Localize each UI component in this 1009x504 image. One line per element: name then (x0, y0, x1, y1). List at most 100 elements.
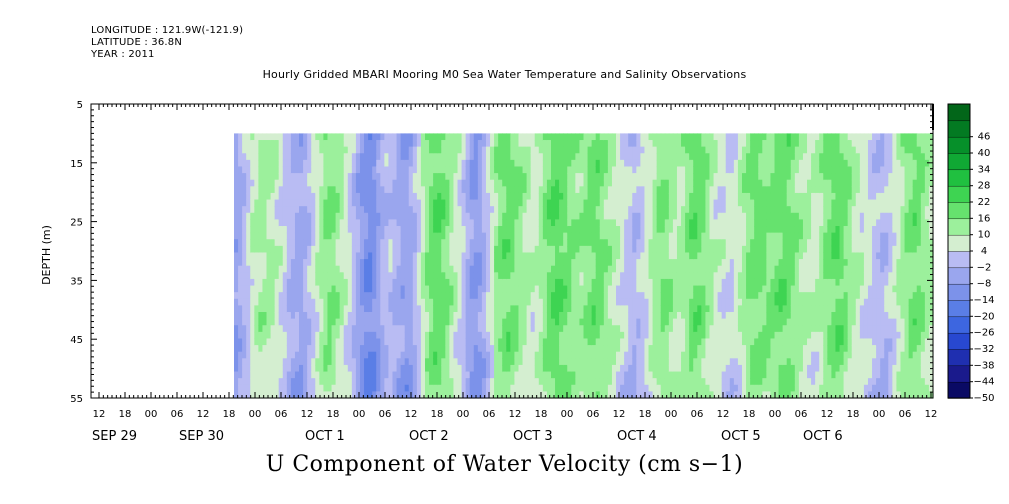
heatmap-cell (506, 146, 511, 154)
heatmap-cell (303, 153, 308, 161)
heatmap-cell (534, 153, 540, 161)
heatmap-cell (384, 312, 390, 320)
heatmap-cell (563, 305, 568, 313)
heatmap-cell (433, 325, 438, 333)
heatmap-cell (282, 252, 288, 260)
heatmap-cell (457, 259, 463, 267)
heatmap-cell (485, 153, 491, 161)
heatmap-cell (254, 292, 259, 300)
heatmap-cell (388, 140, 394, 148)
heatmap-cell (534, 391, 540, 399)
heatmap-cell (550, 312, 556, 320)
heatmap-cell (538, 318, 544, 326)
heatmap-cell (737, 232, 743, 240)
heatmap-cell (327, 265, 333, 273)
heatmap-cell (526, 259, 532, 267)
heatmap-cell (315, 219, 320, 227)
heatmap-cell (681, 298, 686, 306)
heatmap-cell (713, 133, 719, 141)
heatmap-cell (603, 146, 609, 154)
heatmap-cell (595, 358, 601, 366)
heatmap-cell (319, 272, 324, 280)
heatmap-cell (400, 173, 406, 181)
heatmap-cell (628, 345, 633, 353)
heatmap-cell (327, 384, 333, 392)
heatmap-cell (278, 312, 284, 320)
heatmap-cell (278, 298, 284, 306)
heatmap-cell (546, 232, 552, 240)
heatmap-cell (709, 331, 715, 340)
heatmap-cell (372, 278, 377, 287)
heatmap-cell (331, 245, 337, 254)
heatmap-cell (299, 179, 304, 187)
heatmap-cell (441, 364, 446, 373)
heatmap-cell (396, 192, 402, 201)
heatmap-cell (420, 351, 426, 359)
heatmap-cell (392, 351, 398, 359)
heatmap-cell (384, 364, 390, 373)
heatmap-cell (522, 358, 528, 366)
heatmap-cell (469, 305, 475, 313)
heatmap-cell (575, 338, 581, 346)
heatmap-cell (514, 345, 520, 353)
heatmap-cell (550, 219, 556, 227)
heatmap-cell (721, 278, 727, 287)
heatmap-cell (400, 378, 406, 386)
heatmap-cell (534, 166, 540, 174)
heatmap-cell (453, 212, 459, 220)
heatmap-cell (668, 232, 674, 240)
heatmap-cell (607, 179, 613, 187)
heatmap-cell (624, 364, 629, 373)
heatmap-cell (392, 133, 398, 141)
heatmap-cell (457, 239, 463, 247)
heatmap-cell (563, 146, 568, 154)
heatmap-cell (705, 186, 711, 194)
heatmap-cell (632, 186, 637, 194)
heatmap-cell (599, 318, 605, 326)
heatmap-cell (457, 179, 463, 187)
heatmap-cell (689, 166, 694, 174)
heatmap-cell (644, 285, 650, 293)
heatmap-cell (506, 305, 511, 313)
heatmap-cell (546, 285, 552, 293)
heatmap-cell (563, 140, 568, 148)
heatmap-cell (441, 331, 446, 340)
heatmap-cell (351, 312, 357, 320)
heatmap-cell (571, 351, 576, 359)
heatmap-cell (238, 159, 243, 168)
heatmap-cell (567, 331, 572, 340)
heatmap-cell (376, 345, 381, 353)
heatmap-cell (530, 384, 536, 392)
heatmap-cell (270, 338, 276, 346)
heatmap-cell (693, 384, 698, 392)
heatmap-cell (599, 186, 605, 194)
heatmap-cell (311, 252, 316, 260)
heatmap-cell (599, 146, 605, 154)
heatmap-cell (307, 345, 312, 353)
heatmap-cell (502, 173, 507, 181)
heatmap-cell (522, 312, 528, 320)
heatmap-cell (668, 166, 674, 174)
heatmap-cell (307, 305, 312, 313)
heatmap-cell (664, 146, 670, 154)
heatmap-cell (518, 259, 524, 267)
heatmap-cell (327, 133, 333, 141)
heatmap-cell (611, 371, 617, 379)
heatmap-cell (571, 391, 576, 399)
heatmap-cell (583, 179, 589, 187)
heatmap-cell (400, 245, 406, 254)
heatmap-cell (737, 331, 743, 340)
heatmap-cell (388, 226, 394, 234)
heatmap-cell (327, 219, 333, 227)
heatmap-cell (640, 199, 646, 207)
heatmap-cell (335, 186, 341, 194)
heatmap-cell (567, 292, 572, 300)
heatmap-cell (445, 179, 450, 187)
heatmap-cell (477, 199, 483, 207)
heatmap-cell (473, 232, 479, 240)
heatmap-cell (246, 199, 251, 207)
heatmap-cell (485, 338, 491, 346)
heatmap-cell (339, 292, 345, 300)
heatmap-cell (620, 278, 625, 287)
heatmap-cell (709, 140, 715, 148)
